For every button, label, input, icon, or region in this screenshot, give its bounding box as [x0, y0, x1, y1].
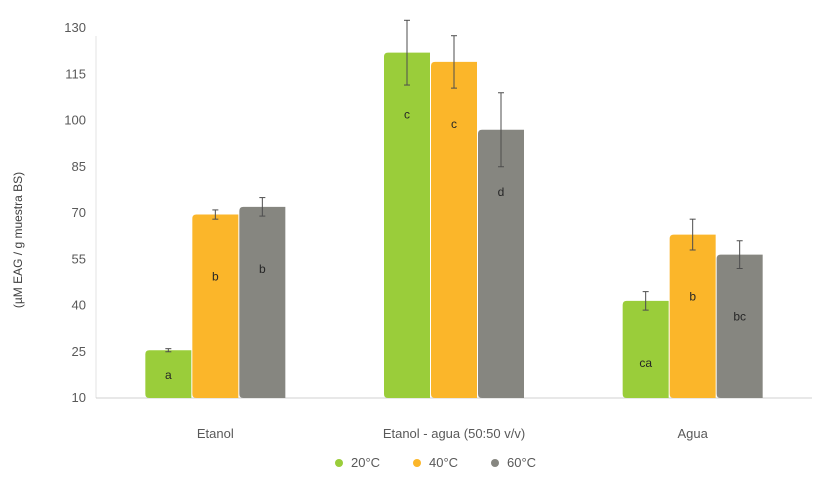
legend-marker: [413, 459, 421, 467]
y-tick-label: 25: [72, 344, 86, 359]
bar-significance-label: c: [451, 117, 457, 131]
x-category-label: Etanol: [197, 426, 234, 441]
bar-significance-label: b: [689, 290, 696, 304]
bar: [239, 206, 286, 398]
bar-significance-label: c: [404, 108, 410, 122]
y-tick-label: 130: [64, 20, 86, 35]
legend-label: 20°C: [351, 455, 380, 470]
bar-significance-label: bc: [733, 310, 746, 324]
y-tick-label: 115: [65, 66, 86, 81]
y-tick-label: 55: [72, 251, 86, 266]
y-tick-label: 10: [72, 390, 86, 405]
bar: [622, 300, 669, 398]
bar: [192, 214, 239, 398]
legend: 20°C 40°C 60°C: [335, 455, 536, 470]
legend-marker: [491, 459, 499, 467]
bar-significance-label: b: [212, 270, 219, 284]
y-axis-label: (µM EAG / g muestra BS): [11, 172, 25, 308]
y-axis-ticks: 10 25 40 55 70 85 100 115 130: [64, 20, 97, 405]
bar: [669, 234, 716, 398]
legend-marker: [335, 459, 343, 467]
legend-label: 40°C: [429, 455, 458, 470]
bar-significance-label: d: [498, 185, 505, 199]
bar-significance-label: ca: [639, 356, 652, 370]
bar-significance-label: b: [259, 262, 266, 276]
y-tick-label: 85: [72, 159, 86, 174]
y-tick-label: 100: [64, 113, 86, 128]
y-tick-label: 70: [72, 205, 86, 220]
bar: [384, 52, 430, 399]
bar: [431, 61, 477, 399]
bar-significance-label: a: [165, 368, 172, 382]
bar: [478, 129, 524, 398]
legend-label: 60°C: [507, 455, 536, 470]
y-tick-label: 40: [72, 298, 86, 313]
x-category-label: Agua: [677, 426, 708, 441]
category-labels: Etanol Etanol - agua (50:50 v/v) Agua: [197, 426, 709, 441]
bar: [145, 350, 192, 398]
x-category-label: Etanol - agua (50:50 v/v): [383, 426, 525, 441]
bar: [716, 254, 763, 398]
